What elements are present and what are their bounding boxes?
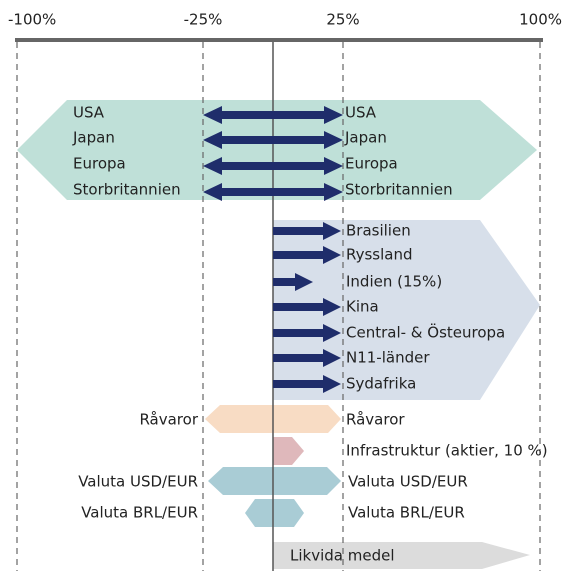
usd-band <box>208 467 341 495</box>
row-label: USA <box>73 104 105 122</box>
row-label: Storbritannien <box>73 181 181 199</box>
arrow <box>273 246 341 264</box>
developed-band <box>17 100 537 200</box>
double-arrow <box>203 131 343 149</box>
row-label: Likvida medel <box>290 547 395 565</box>
row-label: Sydafrika <box>346 375 416 393</box>
row-label: Brasilien <box>346 222 411 240</box>
row-label: Råvaror <box>346 411 405 429</box>
arrow <box>273 222 341 240</box>
row-label: Valuta USD/EUR <box>348 473 468 491</box>
row-label: Kina <box>346 298 379 316</box>
row-label: Japan <box>72 129 115 147</box>
double-arrow <box>203 157 343 175</box>
row-label: Valuta BRL/EUR <box>81 504 198 522</box>
brl-band <box>245 499 304 527</box>
row-label: Central- & Östeuropa <box>346 323 505 342</box>
row-label: Råvaror <box>139 411 198 429</box>
axis-label: -25% <box>184 11 223 29</box>
arrow <box>273 324 341 342</box>
row-label: Ryssland <box>346 246 413 264</box>
cash-band <box>273 542 530 569</box>
row-label: Storbritannien <box>345 181 453 199</box>
axis-label: -100% <box>8 11 56 29</box>
infrastructure-band <box>273 437 304 465</box>
row-label: Japan <box>344 129 387 147</box>
row-label: Europa <box>73 155 126 173</box>
axis-label: 25% <box>326 11 359 29</box>
double-arrow <box>203 106 343 124</box>
arrow <box>273 375 341 393</box>
arrow <box>273 273 313 291</box>
axis-label: 100% <box>519 11 562 29</box>
row-label: USA <box>345 104 377 122</box>
row-label: Valuta USD/EUR <box>78 473 198 491</box>
row-label: Europa <box>345 155 398 173</box>
arrow <box>273 298 341 316</box>
arrow <box>273 349 341 367</box>
row-label: Indien (15%) <box>346 273 442 291</box>
row-label: Infrastruktur (aktier, 10 %) <box>346 442 548 460</box>
emerging-band <box>273 220 540 400</box>
row-label: N11-länder <box>346 349 430 367</box>
row-label: Valuta BRL/EUR <box>348 504 465 522</box>
double-arrow <box>203 183 343 201</box>
